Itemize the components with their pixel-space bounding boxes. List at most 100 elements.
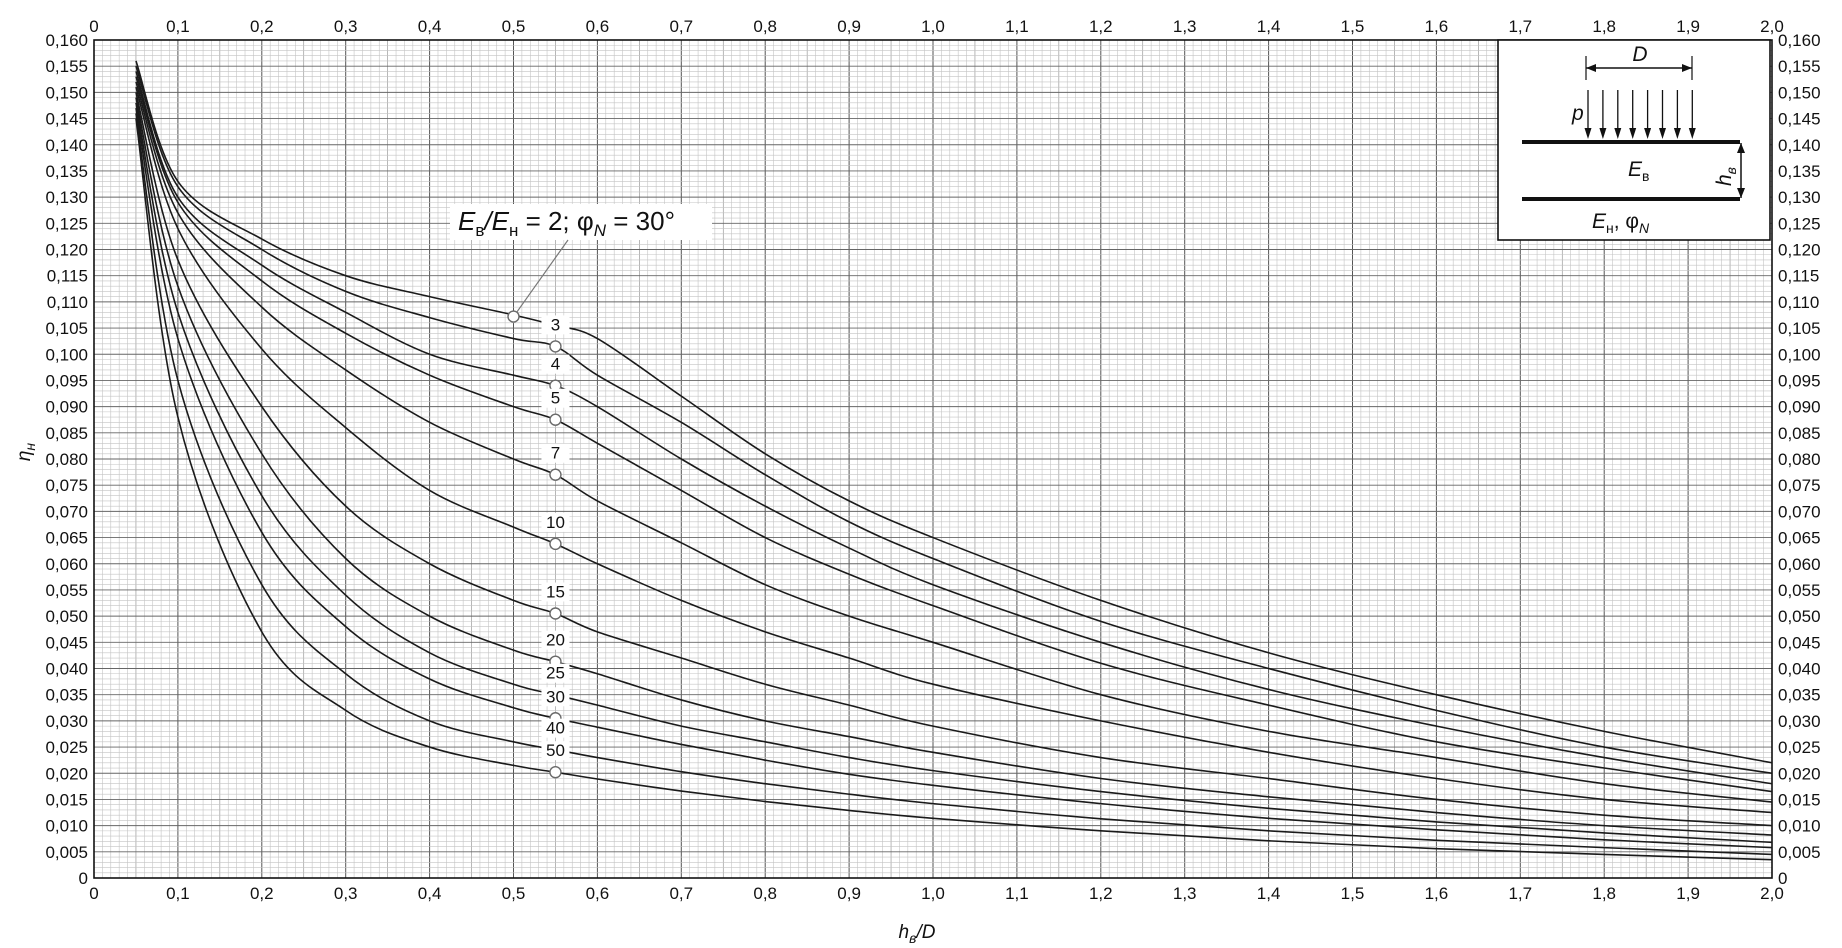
y-tick-label-left: 0,105 bbox=[45, 319, 88, 338]
y-tick-label-right: 0,100 bbox=[1778, 345, 1821, 364]
inset-diagram: D p Eв hв Eн, φN bbox=[1497, 39, 1771, 241]
series-label-50: 50 bbox=[546, 741, 565, 760]
series-marker-10 bbox=[549, 537, 562, 551]
x-tick-label-top: 0,6 bbox=[586, 17, 610, 36]
x-tick-label-bottom: 1,8 bbox=[1592, 884, 1616, 903]
x-tick-label-top: 0,1 bbox=[166, 17, 190, 36]
y-tick-label-right: 0,025 bbox=[1778, 738, 1821, 757]
series-line-4 bbox=[135, 71, 1773, 785]
load-arrow-head bbox=[1614, 128, 1622, 139]
load-arrow-head bbox=[1673, 128, 1681, 139]
y-tick-label-left: 0,110 bbox=[47, 293, 88, 312]
series-label-3: 3 bbox=[551, 315, 560, 334]
x-tick-label-bottom: 1,6 bbox=[1425, 884, 1449, 903]
y-tick-label-left: 0,100 bbox=[45, 345, 88, 364]
y-tick-label-right: 0,050 bbox=[1778, 607, 1821, 626]
series-line-30 bbox=[135, 107, 1773, 849]
series-label-bg-4 bbox=[541, 354, 570, 374]
y-tick-label-right: 0,115 bbox=[1778, 267, 1819, 286]
inset-label-en: Eн, φN bbox=[1592, 210, 1650, 236]
series-marker-5 bbox=[549, 413, 562, 426]
annotation: Eв/Eн = 2; φN = 30° bbox=[450, 204, 712, 313]
y-tick-label-left: 0,090 bbox=[45, 398, 88, 417]
series-labels: 3 4 5 7 10 15 20 25 30 40 50 bbox=[541, 315, 570, 761]
series-label-bg-7 bbox=[541, 443, 570, 463]
annotation-leader bbox=[516, 239, 569, 313]
y-tick-label-left: 0 bbox=[79, 869, 88, 888]
y-tick-label-right: 0,090 bbox=[1778, 398, 1821, 417]
x-tick-label-top: 0 bbox=[89, 17, 98, 36]
y-tick-label-left: 0,080 bbox=[45, 450, 88, 469]
series-label-bg-20 bbox=[541, 630, 570, 650]
x-tick-label-top: 1,0 bbox=[921, 17, 945, 36]
y-tick-label-right: 0,035 bbox=[1778, 686, 1821, 705]
x-tick-label-bottom: 1,1 bbox=[1005, 884, 1029, 903]
x-tick-label-top: 0,5 bbox=[502, 17, 526, 36]
load-arrow-head bbox=[1659, 128, 1666, 139]
x-tick-label-bottom: 1,4 bbox=[1257, 884, 1281, 903]
series-label-bg-10 bbox=[541, 512, 570, 532]
x-tick-label-bottom: 1,3 bbox=[1173, 884, 1197, 903]
series-label-40: 40 bbox=[546, 719, 565, 738]
y-tick-label-right: 0,120 bbox=[1778, 241, 1821, 260]
load-arrow-head bbox=[1629, 128, 1637, 139]
series-line-25 bbox=[135, 102, 1773, 844]
x-tick-label-bottom: 0,2 bbox=[250, 884, 274, 903]
series-label-bg-25 bbox=[541, 663, 570, 683]
series-label-20: 20 bbox=[546, 631, 565, 650]
y-tick-label-right: 0,045 bbox=[1778, 633, 1821, 652]
grid bbox=[93, 39, 1773, 879]
y-tick-label-left: 0,010 bbox=[45, 817, 88, 836]
x-tick-label-top: 1,8 bbox=[1592, 17, 1616, 36]
y-tick-label-right: 0,135 bbox=[1778, 162, 1821, 181]
series-marker-3 bbox=[549, 340, 562, 353]
y-tick-label-right: 0,160 bbox=[1778, 31, 1821, 50]
y-tick-label-right: 0,080 bbox=[1778, 450, 1821, 469]
x-tick-label-top: 2,0 bbox=[1760, 17, 1784, 36]
y-tick-label-left: 0,070 bbox=[45, 502, 88, 521]
x-tick-label-bottom: 0,4 bbox=[418, 884, 442, 903]
inset-dimension-arrow-left bbox=[1586, 64, 1596, 72]
tick-labels: 000,10,10,20,20,30,30,40,40,50,50,60,60,… bbox=[45, 17, 1820, 903]
series-line-10 bbox=[135, 86, 1773, 814]
y-tick-label-left: 0,050 bbox=[45, 607, 88, 626]
x-tick-label-top: 1,7 bbox=[1508, 17, 1532, 36]
x-tick-label-bottom: 0,1 bbox=[166, 884, 190, 903]
series-curves bbox=[135, 60, 1773, 861]
y-tick-label-right: 0,105 bbox=[1778, 319, 1821, 338]
y-tick-label-right: 0,055 bbox=[1778, 581, 1821, 600]
inset-thickness-arrow-bottom bbox=[1737, 188, 1745, 198]
y-tick-label-left: 0,005 bbox=[45, 843, 88, 862]
x-tick-label-top: 0,4 bbox=[418, 17, 442, 36]
y-tick-label-right: 0,030 bbox=[1778, 712, 1821, 731]
y-axis-title: ηн bbox=[14, 443, 38, 462]
x-tick-label-top: 0,8 bbox=[753, 17, 777, 36]
y-tick-label-right: 0,060 bbox=[1778, 555, 1821, 574]
x-tick-label-top: 1,4 bbox=[1257, 17, 1281, 36]
x-tick-label-top: 1,9 bbox=[1676, 17, 1700, 36]
inset-thickness-arrow-top bbox=[1737, 143, 1745, 153]
y-tick-label-right: 0,145 bbox=[1778, 110, 1821, 129]
series-label-bg-3 bbox=[541, 315, 570, 335]
y-tick-label-right: 0,070 bbox=[1778, 502, 1821, 521]
y-tick-label-left: 0,140 bbox=[45, 136, 88, 155]
x-tick-label-top: 1,5 bbox=[1341, 17, 1365, 36]
series-label-bg-30 bbox=[541, 687, 570, 707]
y-tick-label-left: 0,095 bbox=[45, 371, 88, 390]
x-axis-title: hв/D bbox=[899, 922, 936, 946]
x-tick-label-bottom: 0,7 bbox=[669, 884, 693, 903]
series-label-30: 30 bbox=[546, 687, 565, 706]
y-tick-label-left: 0,040 bbox=[45, 660, 88, 679]
inset-dimension-arrow-right bbox=[1682, 64, 1692, 72]
series-line-50 bbox=[135, 118, 1773, 861]
y-tick-label-left: 0,015 bbox=[45, 790, 88, 809]
y-tick-label-right: 0,095 bbox=[1778, 371, 1821, 390]
series-label-bg-50 bbox=[541, 741, 570, 761]
series-marker-7 bbox=[549, 468, 562, 481]
x-tick-label-top: 0,2 bbox=[250, 17, 274, 36]
y-tick-label-right: 0,155 bbox=[1778, 57, 1821, 76]
y-tick-label-right: 0,020 bbox=[1778, 764, 1821, 783]
y-tick-label-right: 0,110 bbox=[1778, 293, 1819, 312]
x-tick-label-top: 1,2 bbox=[1089, 17, 1113, 36]
x-tick-label-top: 0,9 bbox=[837, 17, 861, 36]
